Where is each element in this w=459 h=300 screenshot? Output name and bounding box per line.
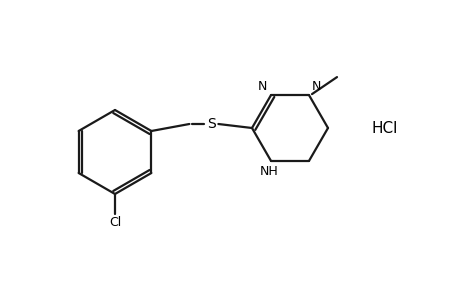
Text: NH: NH <box>259 165 278 178</box>
Text: HCl: HCl <box>371 121 397 136</box>
Text: Cl: Cl <box>109 216 121 229</box>
Text: N: N <box>311 80 321 93</box>
Text: N: N <box>257 80 266 93</box>
Text: S: S <box>207 117 215 131</box>
